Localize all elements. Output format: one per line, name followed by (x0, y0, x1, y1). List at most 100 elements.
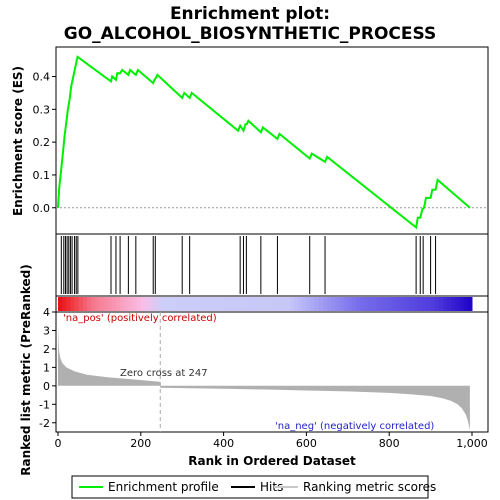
x-tick-label: 800 (379, 437, 400, 450)
band-segment (149, 297, 154, 311)
band-segment (451, 297, 456, 311)
band-segment (310, 297, 316, 311)
band-segment (347, 297, 353, 311)
band-segment (136, 297, 142, 311)
x-tick-label: 0 (55, 437, 62, 450)
band-segment (372, 297, 378, 311)
band-segment (293, 297, 299, 311)
metric-y-ticks: -2 -1 0 1 2 3 4 (39, 306, 56, 430)
metric-ytick-label: 0 (43, 380, 50, 393)
band-segment (165, 297, 171, 311)
band-segment (194, 297, 200, 311)
band-segment (62, 297, 67, 311)
es-ytick-label: 0.4 (33, 71, 51, 84)
band-segment (211, 297, 216, 311)
pos-correlated-label: 'na_pos' (positively correlated) (63, 313, 217, 324)
band-segment (128, 297, 134, 311)
band-segment (467, 297, 473, 311)
band-segment (368, 297, 374, 311)
band-segment (58, 297, 63, 311)
band-segment (219, 297, 225, 311)
band-segment (376, 297, 382, 311)
band-segment (107, 297, 113, 311)
band-segment (389, 297, 394, 311)
zero-cross-label: Zero cross at 247 (120, 368, 208, 379)
band-segment (318, 297, 324, 311)
band-segment (380, 297, 386, 311)
band-segment (178, 297, 183, 311)
x-tick-label: 1,000 (456, 437, 488, 450)
band-segment (459, 297, 465, 311)
band-segment (430, 297, 436, 311)
band-segment (260, 297, 266, 311)
band-segment (161, 297, 167, 311)
band-segment (169, 297, 175, 311)
legend: Enrichment profile Hits Ranking metric s… (71, 475, 436, 499)
band-segment (356, 297, 361, 311)
es-y-ticks: 0.0 0.1 0.2 0.3 0.4 (33, 71, 56, 215)
band-segment (426, 297, 432, 311)
es-ytick-label: 0.1 (33, 169, 51, 182)
band-segment (82, 297, 88, 311)
band-segment (120, 297, 125, 311)
band-segment (397, 297, 403, 311)
band-segment (111, 297, 117, 311)
band-segment (186, 297, 191, 311)
band-segment (95, 297, 100, 311)
metric-area-group (58, 312, 470, 432)
band-segment (401, 297, 407, 311)
metric-ytick-label: 4 (43, 306, 50, 319)
band-segment (298, 297, 303, 311)
metric-ytick-label: 3 (43, 324, 50, 337)
band-segment (103, 297, 109, 311)
band-segment (99, 297, 105, 311)
hit-marks (60, 236, 437, 294)
band-segment (306, 297, 312, 311)
band-segment (124, 297, 129, 311)
band-segment (66, 297, 71, 311)
band-segment (339, 297, 345, 311)
metric-panel: -2 -1 0 1 2 3 4 0 200 400 600 800 1,000 'na_pos' (p… (19, 264, 489, 476)
band-segment (443, 297, 448, 311)
band-segment (78, 297, 84, 311)
legend-label-enrichment: Enrichment profile (108, 480, 219, 494)
band-segment (190, 297, 196, 311)
band-segment (455, 297, 461, 311)
band-segment (327, 297, 332, 311)
band-segment (256, 297, 262, 311)
band-segment (335, 297, 341, 311)
band-segment (343, 297, 349, 311)
band-segment (289, 297, 295, 311)
band-segment (302, 297, 307, 311)
metric-x-ticks: 0 200 400 600 800 1,000 (55, 432, 488, 450)
es-ytick-label: 0.2 (33, 136, 51, 149)
band-segment (244, 297, 249, 311)
legend-label-hits: Hits (260, 480, 283, 494)
band-segment (434, 297, 440, 311)
chart-title-line2: GO_ALCOHOL_BIOSYNTHETIC_PROCESS (64, 24, 437, 44)
band-segment (115, 297, 121, 311)
band-segment (447, 297, 452, 311)
band-segment (173, 297, 179, 311)
band-segment (364, 297, 369, 311)
metric-ytick-label: -1 (39, 398, 50, 411)
es-plot-area (55, 46, 489, 235)
band-segment (360, 297, 365, 311)
x-tick-label: 200 (130, 437, 151, 450)
band-segment (227, 297, 233, 311)
band-segment (248, 297, 254, 311)
band-segment (236, 297, 241, 311)
band-segment (240, 297, 245, 311)
es-ytick-label: 0.3 (33, 103, 51, 116)
band-segment (322, 297, 328, 311)
band-segment (385, 297, 390, 311)
legend-label-metric: Ranking metric scores (303, 480, 436, 494)
band-segment (277, 297, 283, 311)
band-segment (198, 297, 204, 311)
metric-ytick-label: 2 (43, 343, 50, 356)
band-segment (231, 297, 237, 311)
band-segment (285, 297, 291, 311)
band-segment (414, 297, 419, 311)
metric-ytick-label: 1 (43, 361, 50, 374)
enrichment-profile-line (57, 55, 471, 230)
